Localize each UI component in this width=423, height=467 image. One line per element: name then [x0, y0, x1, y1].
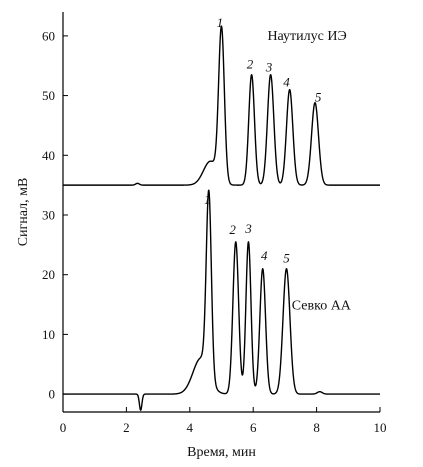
peak-label: 1 — [204, 192, 211, 207]
peak-label: 2 — [229, 222, 236, 237]
x-tick-label: 10 — [374, 420, 387, 435]
peak-label: 5 — [315, 90, 322, 105]
x-tick-label: 4 — [187, 420, 194, 435]
y-tick-label: 50 — [42, 88, 55, 103]
x-tick-label: 6 — [250, 420, 257, 435]
x-tick-label: 8 — [313, 420, 320, 435]
axes: 0 2 4 6 8 10 0 10 20 30 40 50 60 — [42, 12, 387, 435]
peak-label: 5 — [283, 251, 290, 266]
y-tick-label: 40 — [42, 148, 55, 163]
peak-label: 4 — [283, 75, 290, 90]
y-tick-label: 0 — [49, 387, 56, 402]
series-name-label: Наутилус ИЭ — [267, 29, 346, 44]
x-tick-label: 2 — [123, 420, 130, 435]
peak-label: 4 — [261, 248, 268, 263]
peak-label: 2 — [247, 57, 254, 72]
x-axis-title: Время, мин — [187, 445, 256, 460]
y-tick-label: 30 — [42, 207, 55, 222]
peak-label: 3 — [244, 221, 252, 236]
series-line-2 — [62, 189, 381, 411]
y-tick-label: 60 — [42, 28, 55, 43]
series-name-label: Севко АА — [292, 298, 352, 313]
y-tick-label: 10 — [42, 327, 55, 342]
peak-label: 1 — [217, 15, 224, 30]
x-tick-label: 0 — [60, 420, 67, 435]
series-line-1 — [62, 25, 381, 186]
peak-label: 3 — [265, 60, 273, 75]
y-axis-title: Сигнал, мВ — [16, 178, 31, 247]
y-tick-label: 20 — [42, 267, 55, 282]
series-layer — [62, 25, 381, 411]
